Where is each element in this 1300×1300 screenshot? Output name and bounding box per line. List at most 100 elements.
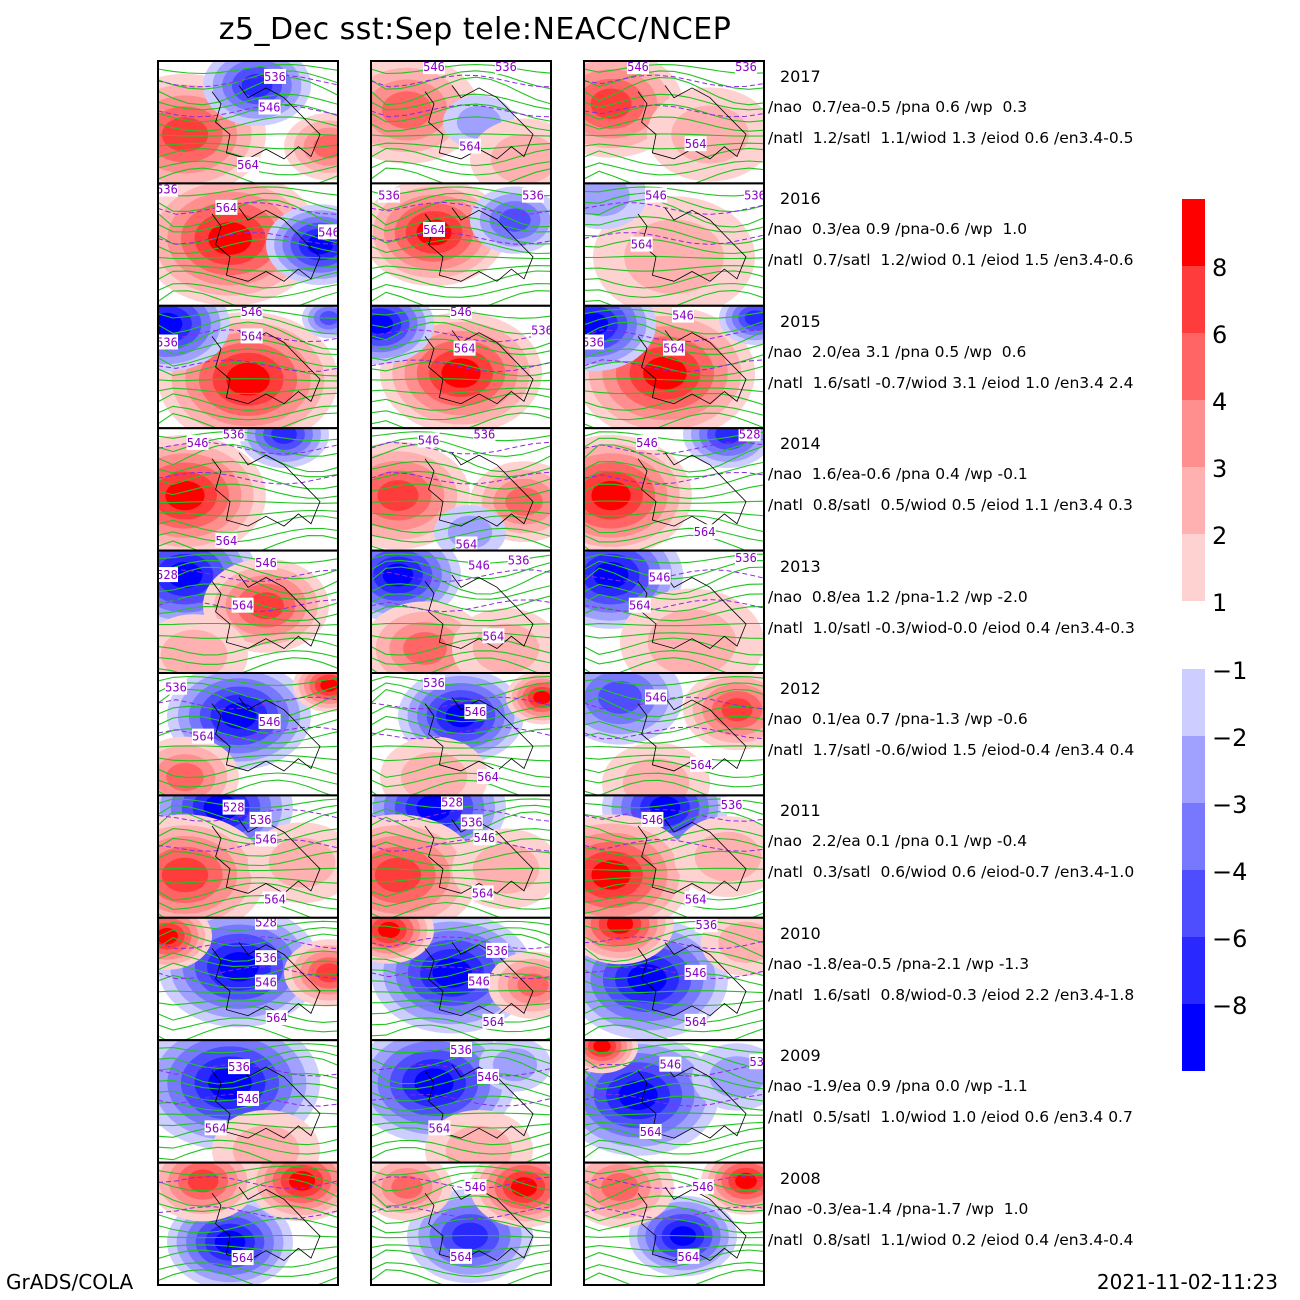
contour-label: 546 (237, 1092, 259, 1106)
contour-line (158, 216, 338, 233)
contour-label: 564 (456, 537, 478, 551)
contour-line (371, 675, 551, 687)
contour-label: 564 (472, 886, 494, 900)
contour-label-bg (482, 1013, 505, 1029)
contour-line (371, 650, 551, 666)
dashed-contour (371, 599, 551, 613)
year-label: 2015 (780, 311, 821, 331)
contour-label-bg (473, 428, 496, 442)
contour-line (371, 1171, 551, 1192)
contour-line (584, 1004, 764, 1023)
map-panel-2008-1: 564 (158, 1162, 338, 1285)
contour-label-bg (645, 689, 667, 705)
contour-label: 536 (378, 189, 400, 203)
contour-line (584, 1049, 764, 1069)
contour-line (584, 1269, 764, 1285)
contour-line (584, 1017, 764, 1033)
contour-line (584, 650, 764, 665)
contour-line (158, 93, 338, 111)
coastline (637, 330, 747, 405)
contour-line (158, 560, 338, 580)
contour-line (371, 1017, 551, 1033)
contour-line (584, 1112, 764, 1116)
contour-label-bg (695, 917, 718, 933)
map-panel-2011-1: 528 536 546 564 (158, 795, 338, 918)
sst-indices: /natl 1.0/satl -0.3/wiod-0.0 /eiod 0.4 /… (768, 618, 1135, 637)
contour-label: 564 (237, 158, 259, 172)
year-label: 2016 (780, 189, 821, 209)
anomaly-shade (378, 921, 400, 939)
dashed-contour (371, 838, 551, 852)
contour-label: 564 (629, 599, 651, 613)
contour-label: 564 (454, 342, 476, 356)
contour-line (584, 471, 764, 490)
contour-line (158, 675, 338, 687)
contour-line (584, 657, 729, 673)
contour-label: 546 (649, 571, 671, 585)
contour-line (584, 1234, 764, 1239)
contour-label-bg (240, 328, 263, 344)
contour-line (371, 559, 551, 580)
dashed-contour (158, 696, 338, 710)
contour-line (584, 142, 764, 150)
contour-line (158, 283, 338, 298)
anomaly-shade (271, 428, 297, 444)
year-label: 2017 (780, 67, 821, 86)
contour-label: 546 (660, 1058, 682, 1072)
dashed-contour (371, 104, 551, 118)
contour-line (584, 927, 764, 947)
contour-line (371, 882, 551, 901)
contour-label: 546 (642, 813, 664, 827)
contour-line (371, 515, 551, 534)
contour-line (584, 772, 764, 788)
contour-label: 546 (187, 436, 209, 450)
contour-line (584, 199, 764, 228)
contour-line (371, 76, 551, 106)
contour-label-bg (423, 674, 445, 690)
contour-line (371, 990, 551, 994)
coastline (637, 85, 747, 160)
contour-label-bg (464, 1179, 487, 1195)
contour-line (371, 583, 551, 600)
contour-label-bg (744, 187, 764, 203)
contour-line (371, 715, 551, 735)
contour-line (158, 1095, 338, 1111)
contour-label: 546 (685, 966, 707, 980)
contour-line (584, 509, 764, 517)
coastline (211, 330, 321, 405)
contour-line (158, 500, 338, 504)
coastline (637, 1064, 747, 1139)
contour-line (584, 622, 764, 627)
contour-line (371, 1165, 551, 1176)
contour-line (371, 657, 541, 673)
contour-line (584, 437, 764, 457)
contour-line (158, 527, 338, 543)
contour-line (158, 460, 338, 478)
map-panel-2010-2: 536 546 564 (371, 917, 551, 1041)
contour-label-bg (255, 950, 277, 966)
contour-line (371, 1139, 551, 1155)
contour-label-bg (473, 830, 496, 846)
contour-line (584, 973, 764, 989)
contour-line (371, 470, 551, 490)
map-panel-2012-3: 546 564 (584, 673, 764, 796)
dashed-contour (371, 329, 551, 343)
contour-label: 536 (156, 183, 178, 197)
contour-line (371, 226, 551, 245)
contour-line (158, 1072, 338, 1090)
contour-line (158, 186, 338, 197)
contour-line (371, 315, 551, 335)
contour-line (158, 728, 338, 744)
contour-line (371, 850, 551, 867)
contour-line (158, 1269, 338, 1285)
contour-label-bg (459, 138, 481, 154)
contour-line (371, 443, 551, 473)
map-panel-2016-1: 564 536 546 (156, 183, 338, 306)
contour-line (371, 1082, 551, 1102)
contour-line (371, 255, 551, 260)
contour-label: 536 (156, 336, 178, 350)
map-panel-2012-2: 536 546 564 (371, 673, 551, 796)
contour-line (371, 754, 551, 762)
dashed-contour (371, 201, 551, 215)
contour-line (371, 500, 551, 504)
